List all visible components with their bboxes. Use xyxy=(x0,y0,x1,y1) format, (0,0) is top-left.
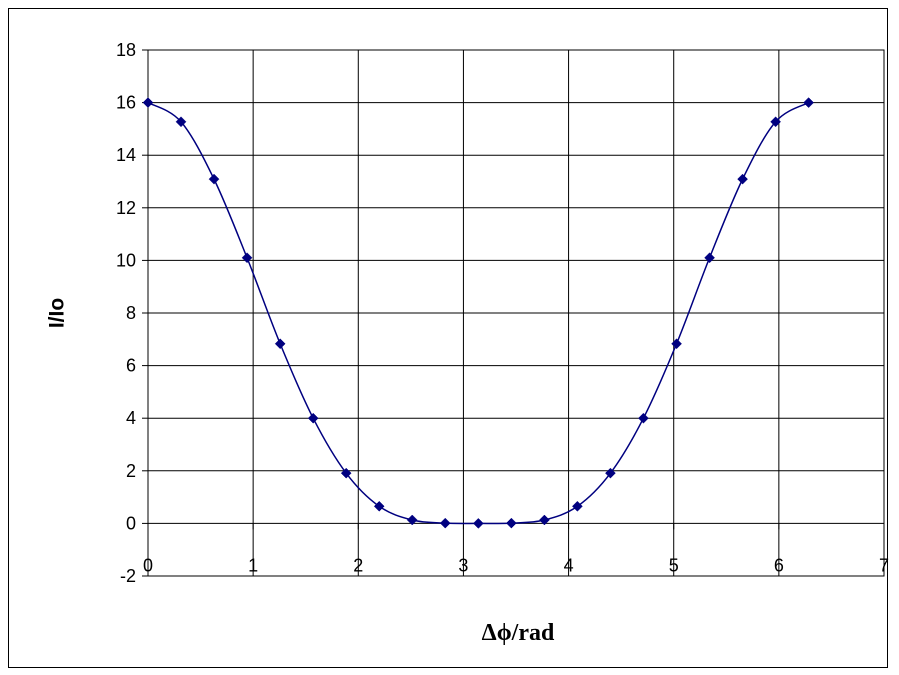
data-point xyxy=(803,97,814,108)
x-tick-label: 0 xyxy=(143,555,153,575)
data-point xyxy=(704,252,715,264)
data-point xyxy=(770,116,781,128)
x-tick-label: 4 xyxy=(564,555,574,575)
data-point xyxy=(274,338,286,350)
y-tick-label: 16 xyxy=(116,93,136,113)
x-tick-label: 1 xyxy=(248,555,258,575)
chart-frame xyxy=(8,8,888,668)
y-tick-label: 6 xyxy=(126,356,136,376)
data-point xyxy=(340,467,352,479)
data-point xyxy=(605,467,616,479)
y-tick-label: 2 xyxy=(126,461,136,481)
y-tick-label: -2 xyxy=(120,566,136,586)
y-tick-label: 0 xyxy=(126,513,136,533)
data-point xyxy=(737,173,748,185)
x-tick-labels: 0 1 2 3 4 5 6 7 xyxy=(143,523,889,575)
x-tick-label: 7 xyxy=(879,555,889,575)
data-point xyxy=(638,412,649,424)
data-markers xyxy=(142,97,814,529)
data-point xyxy=(373,500,385,512)
data-point xyxy=(142,97,154,108)
data-point xyxy=(439,517,451,529)
y-tick-label: 18 xyxy=(116,40,136,60)
data-point xyxy=(175,116,187,128)
data-point xyxy=(208,173,220,185)
data-point xyxy=(473,518,484,529)
x-tick-label: 6 xyxy=(774,555,784,575)
x-tick-label: 2 xyxy=(353,555,363,575)
data-point xyxy=(241,252,253,264)
y-tick-label: 14 xyxy=(116,145,136,165)
y-tick-label: 10 xyxy=(116,250,136,270)
data-point xyxy=(406,514,418,526)
data-point xyxy=(539,514,550,526)
data-point xyxy=(307,412,319,424)
y-tick-label: 12 xyxy=(116,198,136,218)
y-tick-label: 4 xyxy=(126,408,136,428)
y-tick-label: 8 xyxy=(126,303,136,323)
x-tick-label: 5 xyxy=(669,555,679,575)
gridlines xyxy=(147,49,885,577)
y-tick-labels: 18 16 14 12 10 8 6 4 2 0 -2 xyxy=(116,40,148,586)
data-point xyxy=(506,517,517,529)
x-axis-title: Δϕ/rad xyxy=(482,620,555,646)
x-tick-label: 3 xyxy=(458,555,468,575)
data-point xyxy=(671,338,682,350)
y-axis-title: I/Io xyxy=(45,298,68,328)
data-point xyxy=(572,500,583,512)
